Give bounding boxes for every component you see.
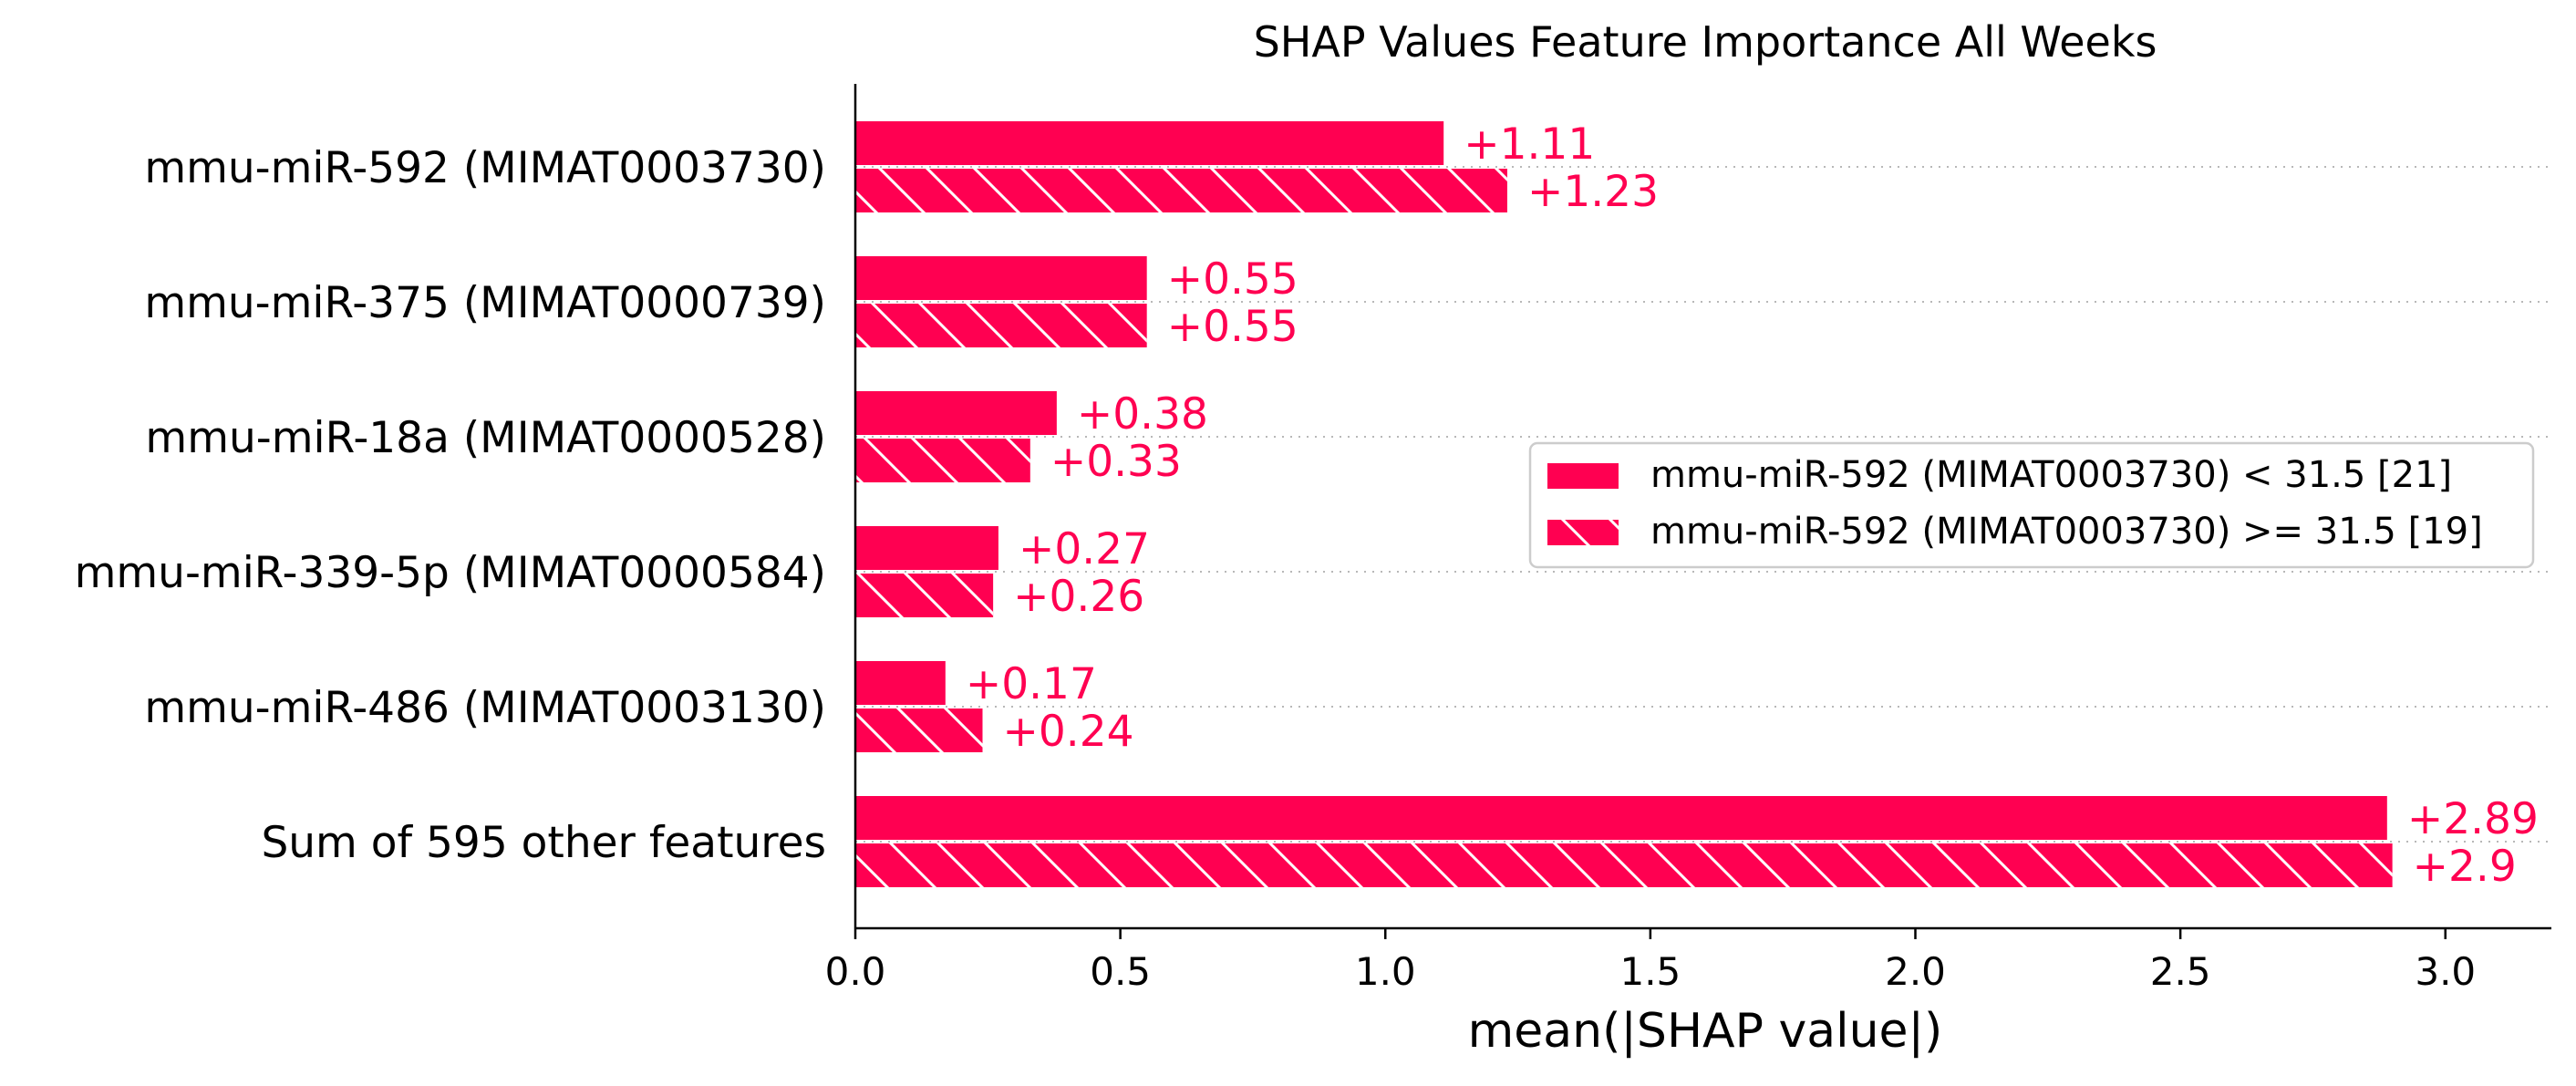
- value-label: +0.17: [966, 659, 1097, 709]
- bar-solid: [855, 661, 946, 705]
- bar-hatch-overlay: [855, 843, 2393, 887]
- x-axis-label: mean(|SHAP value|): [1468, 1004, 1943, 1059]
- bar-hatch-overlay: [855, 574, 994, 617]
- bars: [855, 121, 2393, 887]
- bar-hatch-overlay: [855, 708, 983, 752]
- bar-hatch-overlay: [855, 304, 1147, 347]
- bar-solid: [855, 256, 1147, 300]
- bar-hatch-overlay: [855, 439, 1030, 482]
- x-tick-label: 2.5: [2150, 949, 2211, 994]
- legend-label-hatched: mmu-miR-592 (MIMAT0003730) >= 31.5 [19]: [1650, 511, 2483, 553]
- x-ticks: 0.0 0.5 1.0 1.5 2.0 2.5 3.0: [825, 928, 2476, 994]
- chart-title: SHAP Values Feature Importance All Weeks: [1254, 17, 2157, 67]
- x-tick-label: 1.0: [1355, 949, 1416, 994]
- value-label: +0.27: [1019, 524, 1150, 574]
- x-tick-label: 3.0: [2415, 949, 2476, 994]
- value-label: +0.33: [1050, 437, 1182, 487]
- feature-label: mmu-miR-375 (MIMAT0000739): [144, 278, 826, 328]
- value-label: +2.89: [2407, 794, 2539, 844]
- legend-swatch-solid: [1547, 463, 1619, 489]
- feature-label: mmu-miR-592 (MIMAT0003730): [144, 143, 826, 193]
- feature-label: mmu-miR-18a (MIMAT0000528): [145, 413, 826, 463]
- grid-lines: [855, 166, 2551, 843]
- legend-label-solid: mmu-miR-592 (MIMAT0003730) < 31.5 [21]: [1650, 454, 2452, 496]
- bar-solid: [855, 526, 998, 570]
- value-label: +0.55: [1167, 302, 1298, 352]
- bar-solid: [855, 391, 1057, 435]
- value-label: +0.38: [1077, 389, 1208, 440]
- value-label: +1.23: [1527, 167, 1659, 217]
- legend: mmu-miR-592 (MIMAT0003730) < 31.5 [21] m…: [1528, 441, 2535, 569]
- value-label: +0.55: [1167, 254, 1298, 305]
- value-label: +0.24: [1003, 707, 1134, 757]
- feature-label: mmu-miR-486 (MIMAT0003130): [144, 683, 826, 733]
- x-tick-label: 0.0: [825, 949, 886, 994]
- value-label: +1.11: [1464, 119, 1595, 170]
- x-tick-label: 2.0: [1885, 949, 1946, 994]
- value-label: +2.9: [2413, 842, 2517, 892]
- legend-swatch-hatch-overlay: [1547, 520, 1619, 545]
- value-label: +0.26: [1013, 572, 1144, 622]
- feature-label: mmu-miR-339-5p (MIMAT0000584): [75, 548, 826, 598]
- feature-labels: mmu-miR-592 (MIMAT0003730) mmu-miR-375 (M…: [75, 143, 826, 868]
- bar-hatch-overlay: [855, 169, 1507, 212]
- x-tick-label: 0.5: [1090, 949, 1151, 994]
- value-labels: +1.11+1.23 +0.55+0.55 +0.38+0.33 +0.27+0.26…: [966, 119, 2539, 892]
- x-tick-label: 1.5: [1619, 949, 1681, 994]
- feature-label: Sum of 595 other features: [261, 818, 826, 868]
- bar-solid: [855, 796, 2387, 840]
- legend-frame: [1528, 441, 2535, 569]
- bar-solid: [855, 121, 1444, 165]
